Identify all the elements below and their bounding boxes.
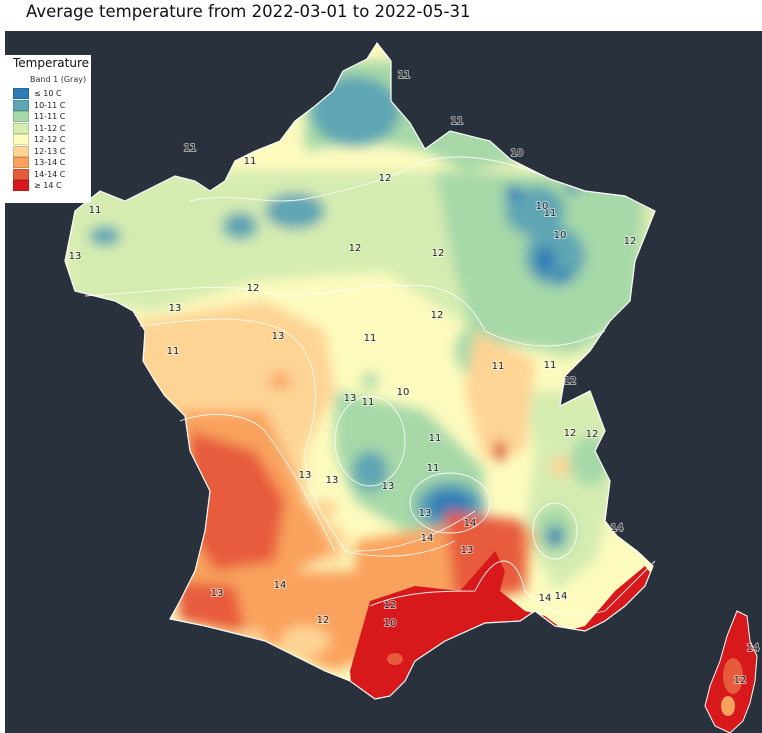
contour-label: 14 — [747, 643, 760, 654]
contour-label: 12 — [564, 376, 577, 387]
legend-item: ≥ 14 C — [13, 180, 62, 191]
legend-item: 13-14 C — [13, 157, 65, 168]
map-legend: Temperature Band 1 (Gray) ≤ 10 C 10-11 C 1… — [5, 55, 91, 203]
map-canvas[interactable]: 11 11 11 11 10 12 11 11 12 10 10 12 12 13 12 13 12 13 11 11… — [5, 31, 762, 733]
legend-item-label: 12-12 C — [34, 135, 66, 144]
contour-label: 10 — [511, 148, 524, 159]
contour-label: 11 — [398, 70, 411, 81]
legend-swatch — [13, 157, 29, 168]
contour-label: 11 — [544, 360, 557, 371]
legend-swatch — [13, 88, 29, 99]
contour-label: 13 — [382, 481, 395, 492]
legend-item: ≤ 10 C — [13, 88, 62, 99]
contour-label: 11 — [427, 463, 440, 474]
legend-swatch — [13, 111, 29, 122]
legend-swatch — [13, 122, 29, 134]
contour-label: 14 — [464, 518, 477, 529]
legend-swatch — [13, 99, 29, 111]
contour-label: 13 — [326, 475, 339, 486]
contour-label: 12 — [624, 236, 637, 247]
contour-label: 11 — [244, 156, 257, 167]
contour-label: 12 — [379, 173, 392, 184]
legend-item-label: 11-11 C — [34, 112, 66, 121]
legend-swatch — [13, 145, 29, 157]
contour-label: 10 — [554, 230, 567, 241]
contour-label: 14 — [611, 523, 624, 534]
legend-item-label: 11-12 C — [34, 123, 66, 133]
contour-label: 11 — [89, 205, 102, 216]
contour-lines — [84, 156, 656, 616]
legend-item-label: 10-11 C — [34, 100, 66, 110]
contour-label: 13 — [344, 393, 357, 404]
contour-label: 13 — [299, 470, 312, 481]
contour-label: 12 — [564, 428, 577, 439]
contour-label: 13 — [272, 331, 285, 342]
contour-label: 11 — [167, 346, 180, 357]
legend-item-label: 12-13 C — [34, 146, 66, 156]
contour-label: 14 — [274, 580, 287, 591]
contour-label: 13 — [69, 251, 82, 262]
legend-item: 12-13 C — [13, 145, 66, 157]
legend-item: 12-12 C — [13, 134, 65, 145]
contour-label: 10 — [536, 201, 549, 212]
contour-label: 13 — [419, 508, 432, 519]
contour-label: 13 — [211, 588, 224, 599]
legend-band-label: Band 1 (Gray) — [30, 75, 87, 84]
contour-label: 13 — [461, 545, 474, 556]
contour-label: 11 — [364, 333, 377, 344]
contour-label: 12 — [384, 600, 397, 611]
legend-item-label: ≥ 14 C — [34, 181, 62, 190]
legend-item: 14-14 C — [13, 168, 66, 180]
contour-label: 14 — [539, 593, 552, 604]
contour-label: 12 — [247, 283, 260, 294]
legend-swatch — [13, 134, 29, 145]
contour-label: 12 — [349, 243, 362, 254]
corsica-temperature-field — [705, 611, 757, 733]
contour-label: 11 — [429, 433, 442, 444]
contour-label: 12 — [586, 429, 599, 440]
contour-label: 12 — [734, 675, 747, 686]
contour-label: 14 — [421, 533, 434, 544]
legend-item-label: 13-14 C — [34, 158, 66, 167]
contour-label: 13 — [169, 303, 182, 314]
contour-label: 11 — [362, 397, 375, 408]
legend-swatch — [13, 168, 29, 180]
legend-item: 10-11 C — [13, 99, 66, 111]
legend-title: Temperature — [13, 56, 90, 70]
contour-label: 11 — [492, 361, 505, 372]
contour-label: 12 — [317, 615, 330, 626]
contour-label: 11 — [544, 208, 557, 219]
legend-item: 11-11 C — [13, 111, 65, 122]
map-title: Average temperature from 2022-03-01 to 2… — [26, 2, 471, 21]
contour-label: 11 — [451, 116, 464, 127]
legend-item-label: 14-14 C — [34, 169, 66, 179]
legend-item-label: ≤ 10 C — [34, 89, 62, 98]
legend-swatch — [13, 180, 29, 191]
contour-label: 12 — [431, 310, 444, 321]
contour-label: 12 — [432, 248, 445, 259]
contour-label: 10 — [384, 618, 397, 629]
contour-label: 11 — [184, 143, 197, 154]
contour-label: 14 — [555, 591, 568, 602]
contour-label: 10 — [397, 387, 410, 398]
legend-item: 11-12 C — [13, 122, 66, 134]
